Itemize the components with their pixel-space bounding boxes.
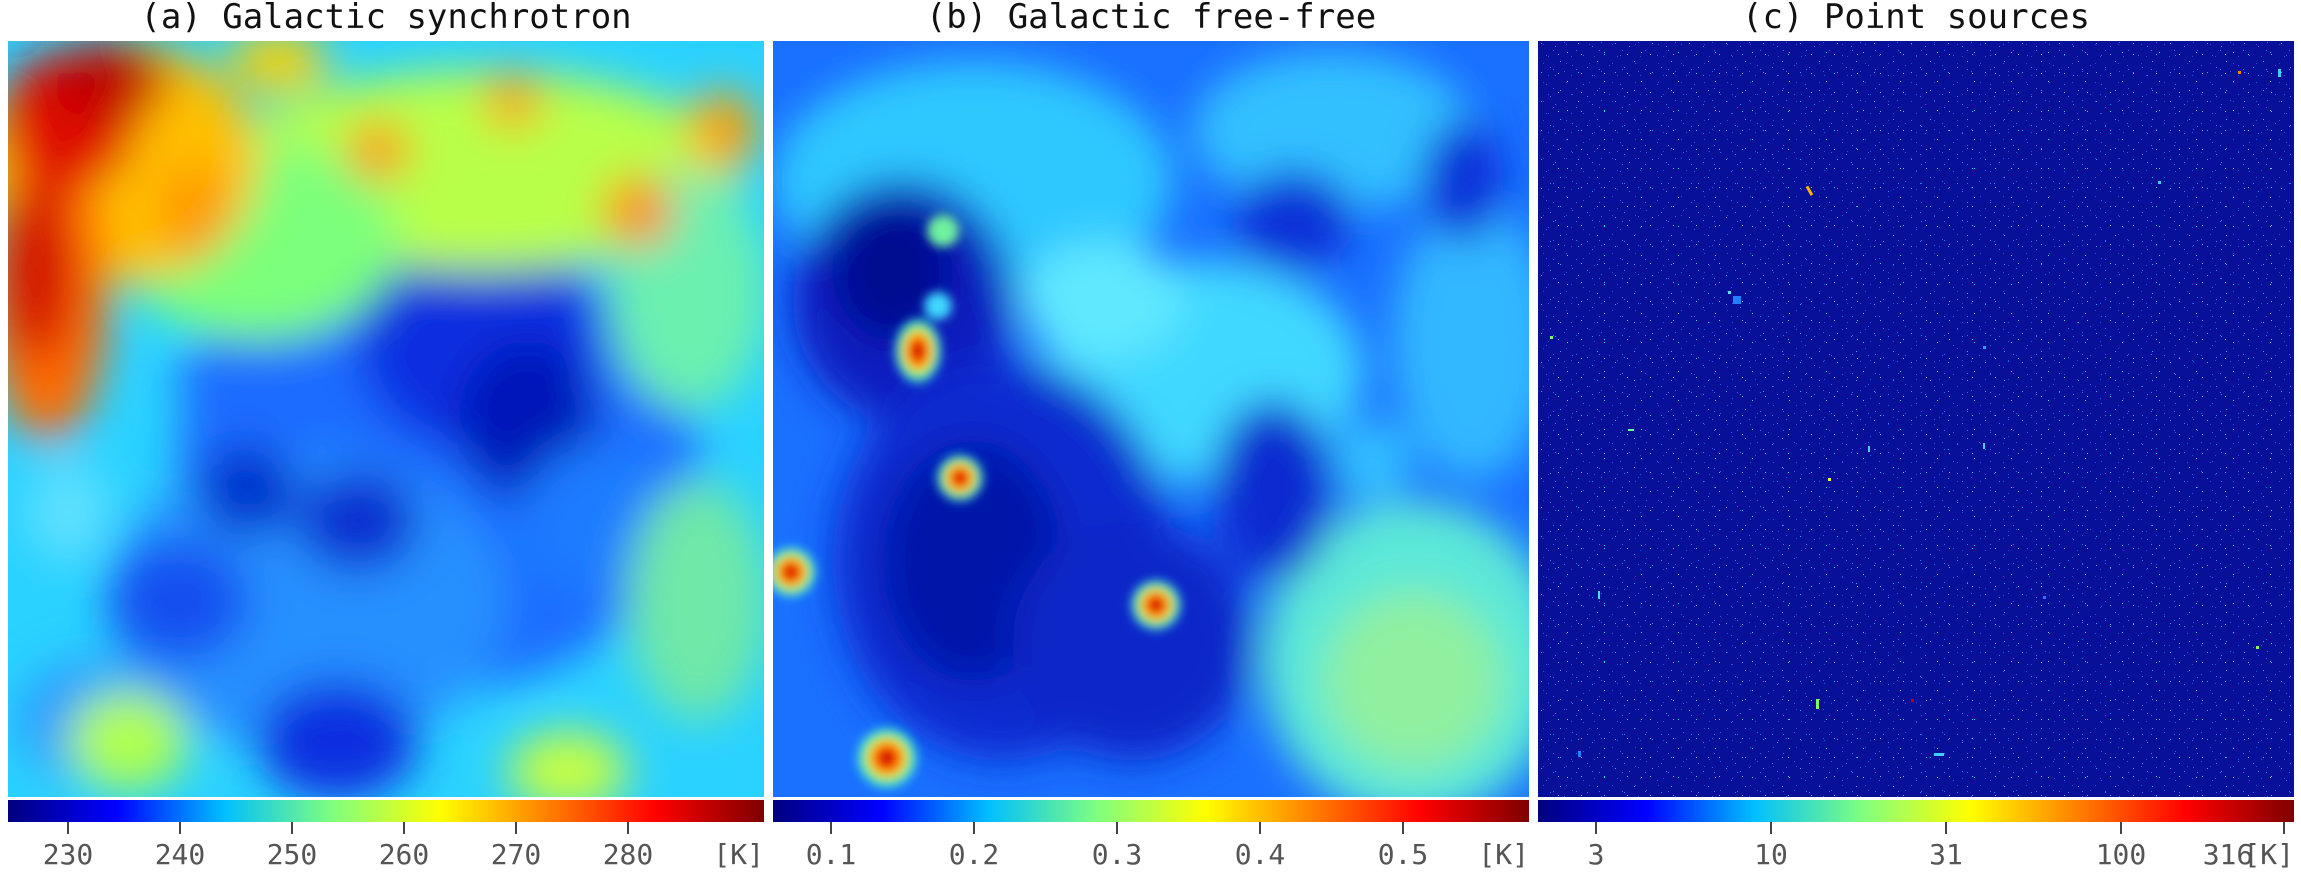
free-free-map	[773, 41, 1529, 797]
colorbar-tick-label: 280	[602, 838, 654, 871]
colorbar-tick-label: 250	[266, 838, 318, 871]
colorbar-tick	[830, 822, 832, 834]
colorbar-tick	[627, 822, 629, 834]
colorbar-tick	[67, 822, 69, 834]
colorbar-tick	[1259, 822, 1261, 834]
colorbar-tick	[1595, 822, 1597, 834]
point-sources-panel: (c) Point sources	[1538, 0, 2294, 876]
free-free-colorbar	[773, 800, 1529, 822]
colorbar-unit: [K]	[2243, 838, 2294, 871]
colorbar-tick-label: 316	[2202, 838, 2254, 871]
colorbar-tick	[2283, 822, 2285, 834]
colorbar-tick-label: 0.5	[1377, 838, 1429, 871]
panel-title: (c) Point sources	[1742, 0, 2090, 37]
synchrotron-panel: (a) Galactic synchrotron	[8, 0, 764, 876]
colorbar-tick-label: 230	[42, 838, 94, 871]
colorbar-tick-label: 240	[154, 838, 206, 871]
colorbar-tick-label: 0.1	[805, 838, 857, 871]
colorbar-tick-label: 100	[2095, 838, 2147, 871]
point-sources-colorbar	[1538, 800, 2294, 822]
synchrotron-map	[8, 41, 764, 797]
free-free-panel: (b) Galactic free-free	[773, 0, 1529, 876]
colorbar-tick	[1116, 822, 1118, 834]
colorbar-tick	[515, 822, 517, 834]
colorbar-tick	[973, 822, 975, 834]
colorbar-tick-label: 0.2	[948, 838, 1000, 871]
colorbar-tick	[1402, 822, 1404, 834]
colorbar-tick-label: 270	[490, 838, 542, 871]
synchrotron-colorbar	[8, 800, 764, 822]
colorbar-tick	[2120, 822, 2122, 834]
colorbar-tick-label: 0.4	[1234, 838, 1286, 871]
colorbar-tick-label: 3	[1587, 838, 1605, 871]
colorbar-tick-label: 0.3	[1091, 838, 1143, 871]
colorbar-tick-label: 260	[378, 838, 430, 871]
panel-title: (b) Galactic free-free	[925, 0, 1377, 37]
colorbar-tick	[1770, 822, 1772, 834]
colorbar-tick-label: 10	[1754, 838, 1788, 871]
colorbar-tick	[179, 822, 181, 834]
colorbar-tick	[1945, 822, 1947, 834]
panel-title: (a) Galactic synchrotron	[140, 0, 632, 37]
point-sources-map	[1538, 41, 2294, 797]
colorbar-tick	[291, 822, 293, 834]
colorbar-unit: [K]	[1478, 838, 1529, 871]
colorbar-tick	[403, 822, 405, 834]
colorbar-tick-label: 31	[1929, 838, 1963, 871]
colorbar-unit: [K]	[713, 838, 764, 871]
